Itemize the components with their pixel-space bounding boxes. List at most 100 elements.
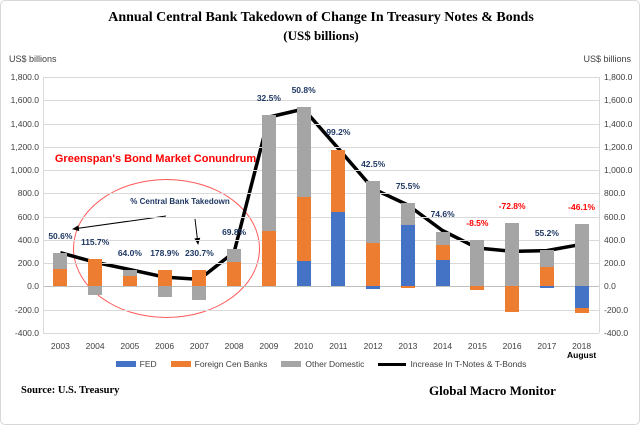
bar-2017-fed [539,286,554,288]
y-tick-left: 1,800.0 [10,72,39,82]
bar-2018-fed [574,286,589,308]
pct-label-2004: 115.7% [80,236,110,247]
bar-2009-other-domestic [261,114,276,232]
bar-2010-foreign-cen-banks [296,196,311,261]
fed-swatch-icon [115,361,136,367]
bar-2006-other-domestic [157,286,172,297]
pct-label-2017: 55.2% [534,228,559,239]
x-tick-2016: 2016 [502,341,522,351]
bar-2010-fed [296,260,311,287]
x-tick-2013: 2013 [398,341,418,351]
y-axis-units-right: US$ billions [583,54,631,64]
x-tick-2007: 2007 [189,341,209,351]
pct-label-2016: -72.8% [498,201,526,212]
legend-label-other-domestic: Other Domestic [305,359,365,369]
legend-item-increase-line: Increase In T-Notes & T-Bonds [378,359,526,369]
pct-label-2009: 32.5% [256,92,281,103]
bar-2015-foreign-cen-banks [470,286,485,290]
x-tick-2005: 2005 [120,341,140,351]
y-tick-left: 1,600.0 [10,95,39,106]
brand-note: Global Macro Monitor [429,383,556,398]
bar-2008-other-domestic [227,248,242,263]
bar-2016-foreign-cen-banks [505,286,520,313]
y-tick-right: 1,600.0 [604,95,633,106]
y-tick-right: -200.0 [604,304,629,315]
pct-label-2015: -8.5% [466,217,489,228]
takedown-label: % Central Bank Takedown [130,197,230,206]
bar-2017-foreign-cen-banks [539,266,554,287]
x-tick-2004: 2004 [85,341,105,351]
y-tick-right: 800.0 [604,188,626,199]
bar-2012-foreign-cen-banks [366,243,381,287]
source-note: Source: U.S. Treasury [21,385,120,396]
bar-2013-fed [400,224,415,287]
bar-2009-foreign-cen-banks [261,231,276,287]
bar-2012-other-domestic [366,181,381,244]
y-tick-left: -200.0 [14,304,39,315]
pct-label-2006: 178.9% [150,248,180,259]
pct-label-2005: 64.0% [117,247,142,258]
x-tick-2010: 2010 [294,341,314,351]
plot-border [599,77,600,333]
gridline [43,286,599,288]
pct-label-2008: 69.8% [222,226,247,237]
bar-2013-foreign-cen-banks [400,286,415,289]
pct-label-2018: -46.1% [568,202,596,213]
x-tick-2015: 2015 [467,341,487,351]
bar-2005-foreign-cen-banks [122,275,137,287]
bar-2016-other-domestic [505,223,520,287]
bar-2008-foreign-cen-banks [227,262,242,287]
x-tick-2017: 2017 [537,341,557,351]
x-tick-2014: 2014 [433,341,453,351]
y-tick-right: 600.0 [604,211,626,222]
gridline [43,333,599,334]
chart-subtitle: (US$ billions) [283,28,359,43]
gridline [43,239,599,241]
y-tick-right: 1,800.0 [604,72,633,82]
gridline [43,309,599,311]
gridline [43,100,599,102]
y-tick-left: 1,000.0 [10,165,39,176]
bar-2004-other-domestic [88,286,103,296]
gridline [43,170,599,172]
increase-line-swatch-icon [378,362,407,366]
chart-title: Annual Central Bank Takedown of Change I… [108,10,534,25]
legend-item-other-domestic: Other Domestic [281,359,364,369]
pct-label-2003: 50.6% [48,230,73,241]
pct-label-2012: 42.5% [361,159,386,170]
bar-2014-foreign-cen-banks [435,244,450,261]
legend-item-foreign-cen-banks: Foreign Cen Banks [170,359,267,369]
y-tick-right: 400.0 [604,234,626,245]
legend-label-increase-line: Increase In T-Notes & T-Bonds [410,359,527,369]
x-tick-2003: 2003 [50,341,70,351]
bar-2007-other-domestic [192,286,207,301]
x-tick-2018: 2018 [572,341,592,351]
bar-2010-other-domestic [296,106,311,197]
bar-2017-other-domestic [539,250,554,267]
bar-2003-other-domestic [53,253,68,270]
gridline [43,77,599,78]
gridline [43,193,599,195]
legend-item-fed: FED [115,359,157,369]
x-tick-2006: 2006 [155,341,175,351]
bar-2013-other-domestic [400,203,415,225]
gridline [43,216,599,218]
y-tick-left: 400.0 [17,234,39,245]
bar-2011-foreign-cen-banks [331,149,346,213]
pct-label-2013: 75.5% [395,181,420,192]
bar-2007-foreign-cen-banks [192,270,207,287]
y-tick-left: 600.0 [17,211,39,222]
pct-label-2011: 99.2% [326,126,351,137]
y-tick-left: 200.0 [17,258,39,269]
bar-2018-other-domestic [574,224,589,287]
foreign-cen-banks-swatch-icon [170,361,191,367]
legend-label-fed: FED [139,359,157,369]
legend: FED Foreign Cen Banks Other Domestic Inc… [1,359,639,369]
y-tick-right: 1,000.0 [604,165,633,176]
bar-2015-other-domestic [470,239,485,287]
y-tick-right: 0.0 [604,281,616,292]
x-tick-2011: 2011 [329,341,348,351]
y-axis-units-left: US$ billions [9,54,57,64]
y-tick-left: -400.0 [14,328,39,338]
